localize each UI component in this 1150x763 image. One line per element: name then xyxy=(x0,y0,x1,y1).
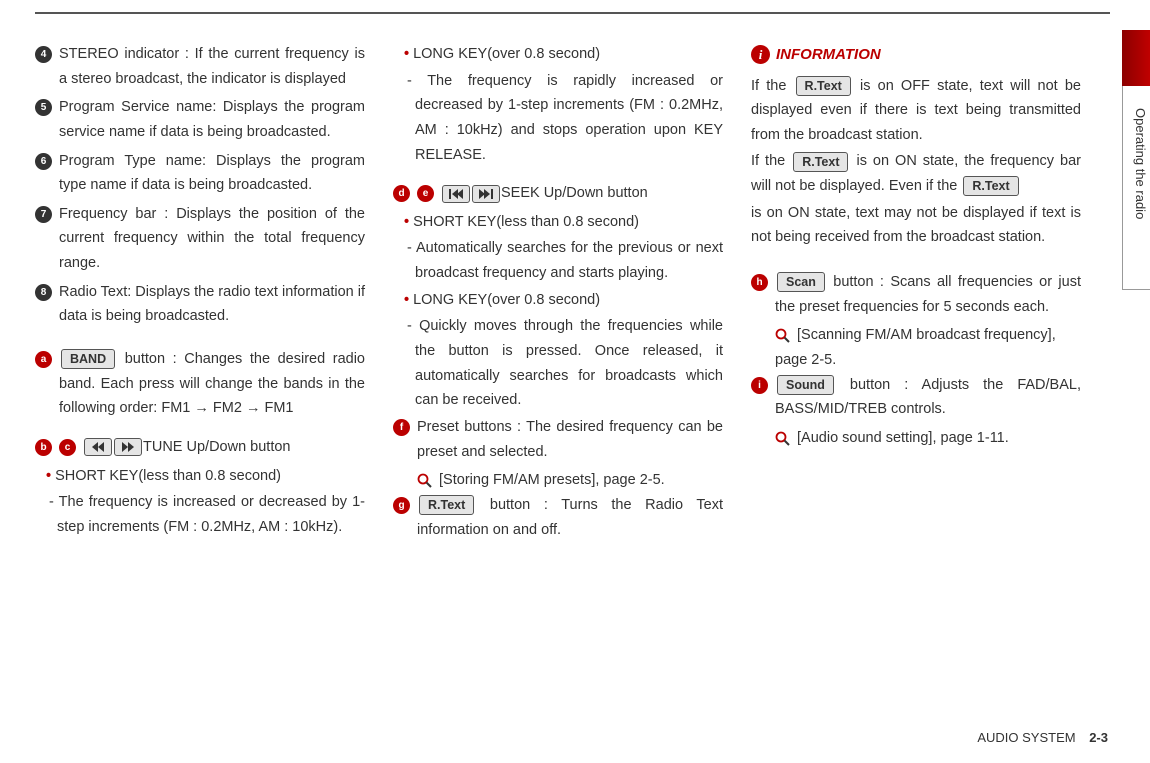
info2a: If the xyxy=(751,153,791,169)
long-key-label: LONG KEY(over 0.8 second) xyxy=(413,46,600,62)
info-paragraph-3: is on ON state, text may not be displaye… xyxy=(751,201,1081,250)
item-g: g R.Text button : Turns the Radio Text i… xyxy=(393,493,723,542)
short-key-desc: - The frequency is increased or decrease… xyxy=(35,490,365,539)
forward-icon xyxy=(114,438,142,456)
side-tab-color xyxy=(1122,30,1150,86)
marker-b: b xyxy=(35,439,52,456)
item-i-ref: [Audio sound setting], page 1-11. xyxy=(751,426,1081,451)
rtext-button: R.Text xyxy=(796,76,851,96)
bullet-icon: • xyxy=(404,292,409,308)
short-key-row: •SHORT KEY(less than 0.8 second) xyxy=(35,464,365,489)
prev-track-icon xyxy=(442,185,470,203)
long-key2-desc: - Quickly moves through the frequencies … xyxy=(393,314,723,413)
top-rule xyxy=(35,12,1110,14)
item-5-text: Program Service name: Displays the progr… xyxy=(59,95,365,144)
marker-h: h xyxy=(751,274,768,291)
info-icon: i xyxy=(751,45,770,64)
item-4-text: STEREO indicator : If the current freque… xyxy=(59,42,365,91)
marker-g: g xyxy=(393,497,410,514)
long-key2-row: •LONG KEY(over 0.8 second) xyxy=(393,288,723,313)
info-title: INFORMATION xyxy=(776,42,881,68)
info-paragraph-2: If the R.Text is on ON state, the freque… xyxy=(751,149,1081,198)
short-key2-row: •SHORT KEY(less than 0.8 second) xyxy=(393,210,723,235)
item-h-ref-text: [Scanning FM/AM broadcast frequency], pa… xyxy=(775,327,1056,368)
side-tab-label: Operating the radio xyxy=(1133,108,1148,219)
bullet-icon: • xyxy=(404,46,409,62)
item-i-text: Sound button : Adjusts the FAD/BAL, BASS… xyxy=(775,373,1081,422)
item-a-text: BAND button : Changes the desired radio … xyxy=(59,347,365,421)
info-header: i INFORMATION xyxy=(751,42,1081,68)
band-button: BAND xyxy=(61,349,115,369)
item-i-ref-text: [Audio sound setting], page 1-11. xyxy=(797,430,1009,446)
marker-8: 8 xyxy=(35,284,52,301)
content: 4 STEREO indicator : If the current freq… xyxy=(35,42,1090,546)
marker-7: 7 xyxy=(35,206,52,223)
bullet-icon: • xyxy=(404,214,409,230)
item-8-text: Radio Text: Displays the radio text info… xyxy=(59,280,365,329)
footer-section: AUDIO SYSTEM xyxy=(977,730,1075,745)
rtext-button: R.Text xyxy=(793,152,848,172)
item-6: 6 Program Type name: Displays the progra… xyxy=(35,149,365,198)
long-key-row: •LONG KEY(over 0.8 second) xyxy=(393,42,723,67)
item-h-ref: [Scanning FM/AM broadcast frequency], pa… xyxy=(751,323,1081,372)
long-key-desc: - The frequency is rapidly increased or … xyxy=(393,69,723,168)
item-h: h Scan button : Scans all frequencies or… xyxy=(751,270,1081,319)
marker-a: a xyxy=(35,351,52,368)
magnifier-icon xyxy=(417,473,432,488)
item-f-text: Preset buttons : The desired frequency c… xyxy=(417,415,723,464)
item-7: 7 Frequency bar : Displays the position … xyxy=(35,202,365,276)
column-2: •LONG KEY(over 0.8 second) - The frequen… xyxy=(393,42,723,546)
magnifier-icon xyxy=(775,328,790,343)
short-key-label: SHORT KEY(less than 0.8 second) xyxy=(55,468,281,484)
rewind-icon xyxy=(84,438,112,456)
marker-d: d xyxy=(393,185,410,202)
item-4: 4 STEREO indicator : If the current freq… xyxy=(35,42,365,91)
marker-5: 5 xyxy=(35,99,52,116)
page-footer: AUDIO SYSTEM 2-3 xyxy=(977,730,1108,745)
item-de-row: d e SEEK Up/Down button xyxy=(393,181,723,206)
item-a: a BAND button : Changes the desired radi… xyxy=(35,347,365,421)
marker-e: e xyxy=(417,185,434,202)
item-g-text: R.Text button : Turns the Radio Text inf… xyxy=(417,493,723,542)
item-7-text: Frequency bar : Displays the position of… xyxy=(59,202,365,276)
short-key2-label: SHORT KEY(less than 0.8 second) xyxy=(413,214,639,230)
marker-4: 4 xyxy=(35,46,52,63)
item-f-ref: [Storing FM/AM presets], page 2-5. xyxy=(393,468,723,493)
item-5: 5 Program Service name: Displays the pro… xyxy=(35,95,365,144)
bullet-icon: • xyxy=(46,468,51,484)
column-1: 4 STEREO indicator : If the current freq… xyxy=(35,42,365,546)
tune-label: TUNE Up/Down button xyxy=(143,435,290,460)
scan-button: Scan xyxy=(777,272,825,292)
marker-c: c xyxy=(59,439,76,456)
info1a: If the xyxy=(751,78,794,94)
marker-6: 6 xyxy=(35,153,52,170)
seek-label: SEEK Up/Down button xyxy=(501,181,648,206)
item-h-text: Scan button : Scans all frequencies or j… xyxy=(775,270,1081,319)
rtext-button: R.Text xyxy=(419,495,474,515)
item-bc-row: b c TUNE Up/Down button xyxy=(35,435,365,460)
marker-i: i xyxy=(751,377,768,394)
long-key2-label: LONG KEY(over 0.8 second) xyxy=(413,292,600,308)
info-paragraph-1: If the R.Text is on OFF state, text will… xyxy=(751,74,1081,148)
next-track-icon xyxy=(472,185,500,203)
short-key2-desc: - Automatically searches for the previou… xyxy=(393,236,723,285)
item-i: i Sound button : Adjusts the FAD/BAL, BA… xyxy=(751,373,1081,422)
item-f-ref-text: [Storing FM/AM presets], page 2-5. xyxy=(439,472,665,488)
footer-page: 2-3 xyxy=(1089,730,1108,745)
item-8: 8 Radio Text: Displays the radio text in… xyxy=(35,280,365,329)
item-6-text: Program Type name: Displays the program … xyxy=(59,149,365,198)
item-f: f Preset buttons : The desired frequency… xyxy=(393,415,723,464)
rtext-button: R.Text xyxy=(963,176,1018,196)
column-3: i INFORMATION If the R.Text is on OFF st… xyxy=(751,42,1081,546)
sound-button: Sound xyxy=(777,375,834,395)
marker-f: f xyxy=(393,419,410,436)
magnifier-icon xyxy=(775,431,790,446)
